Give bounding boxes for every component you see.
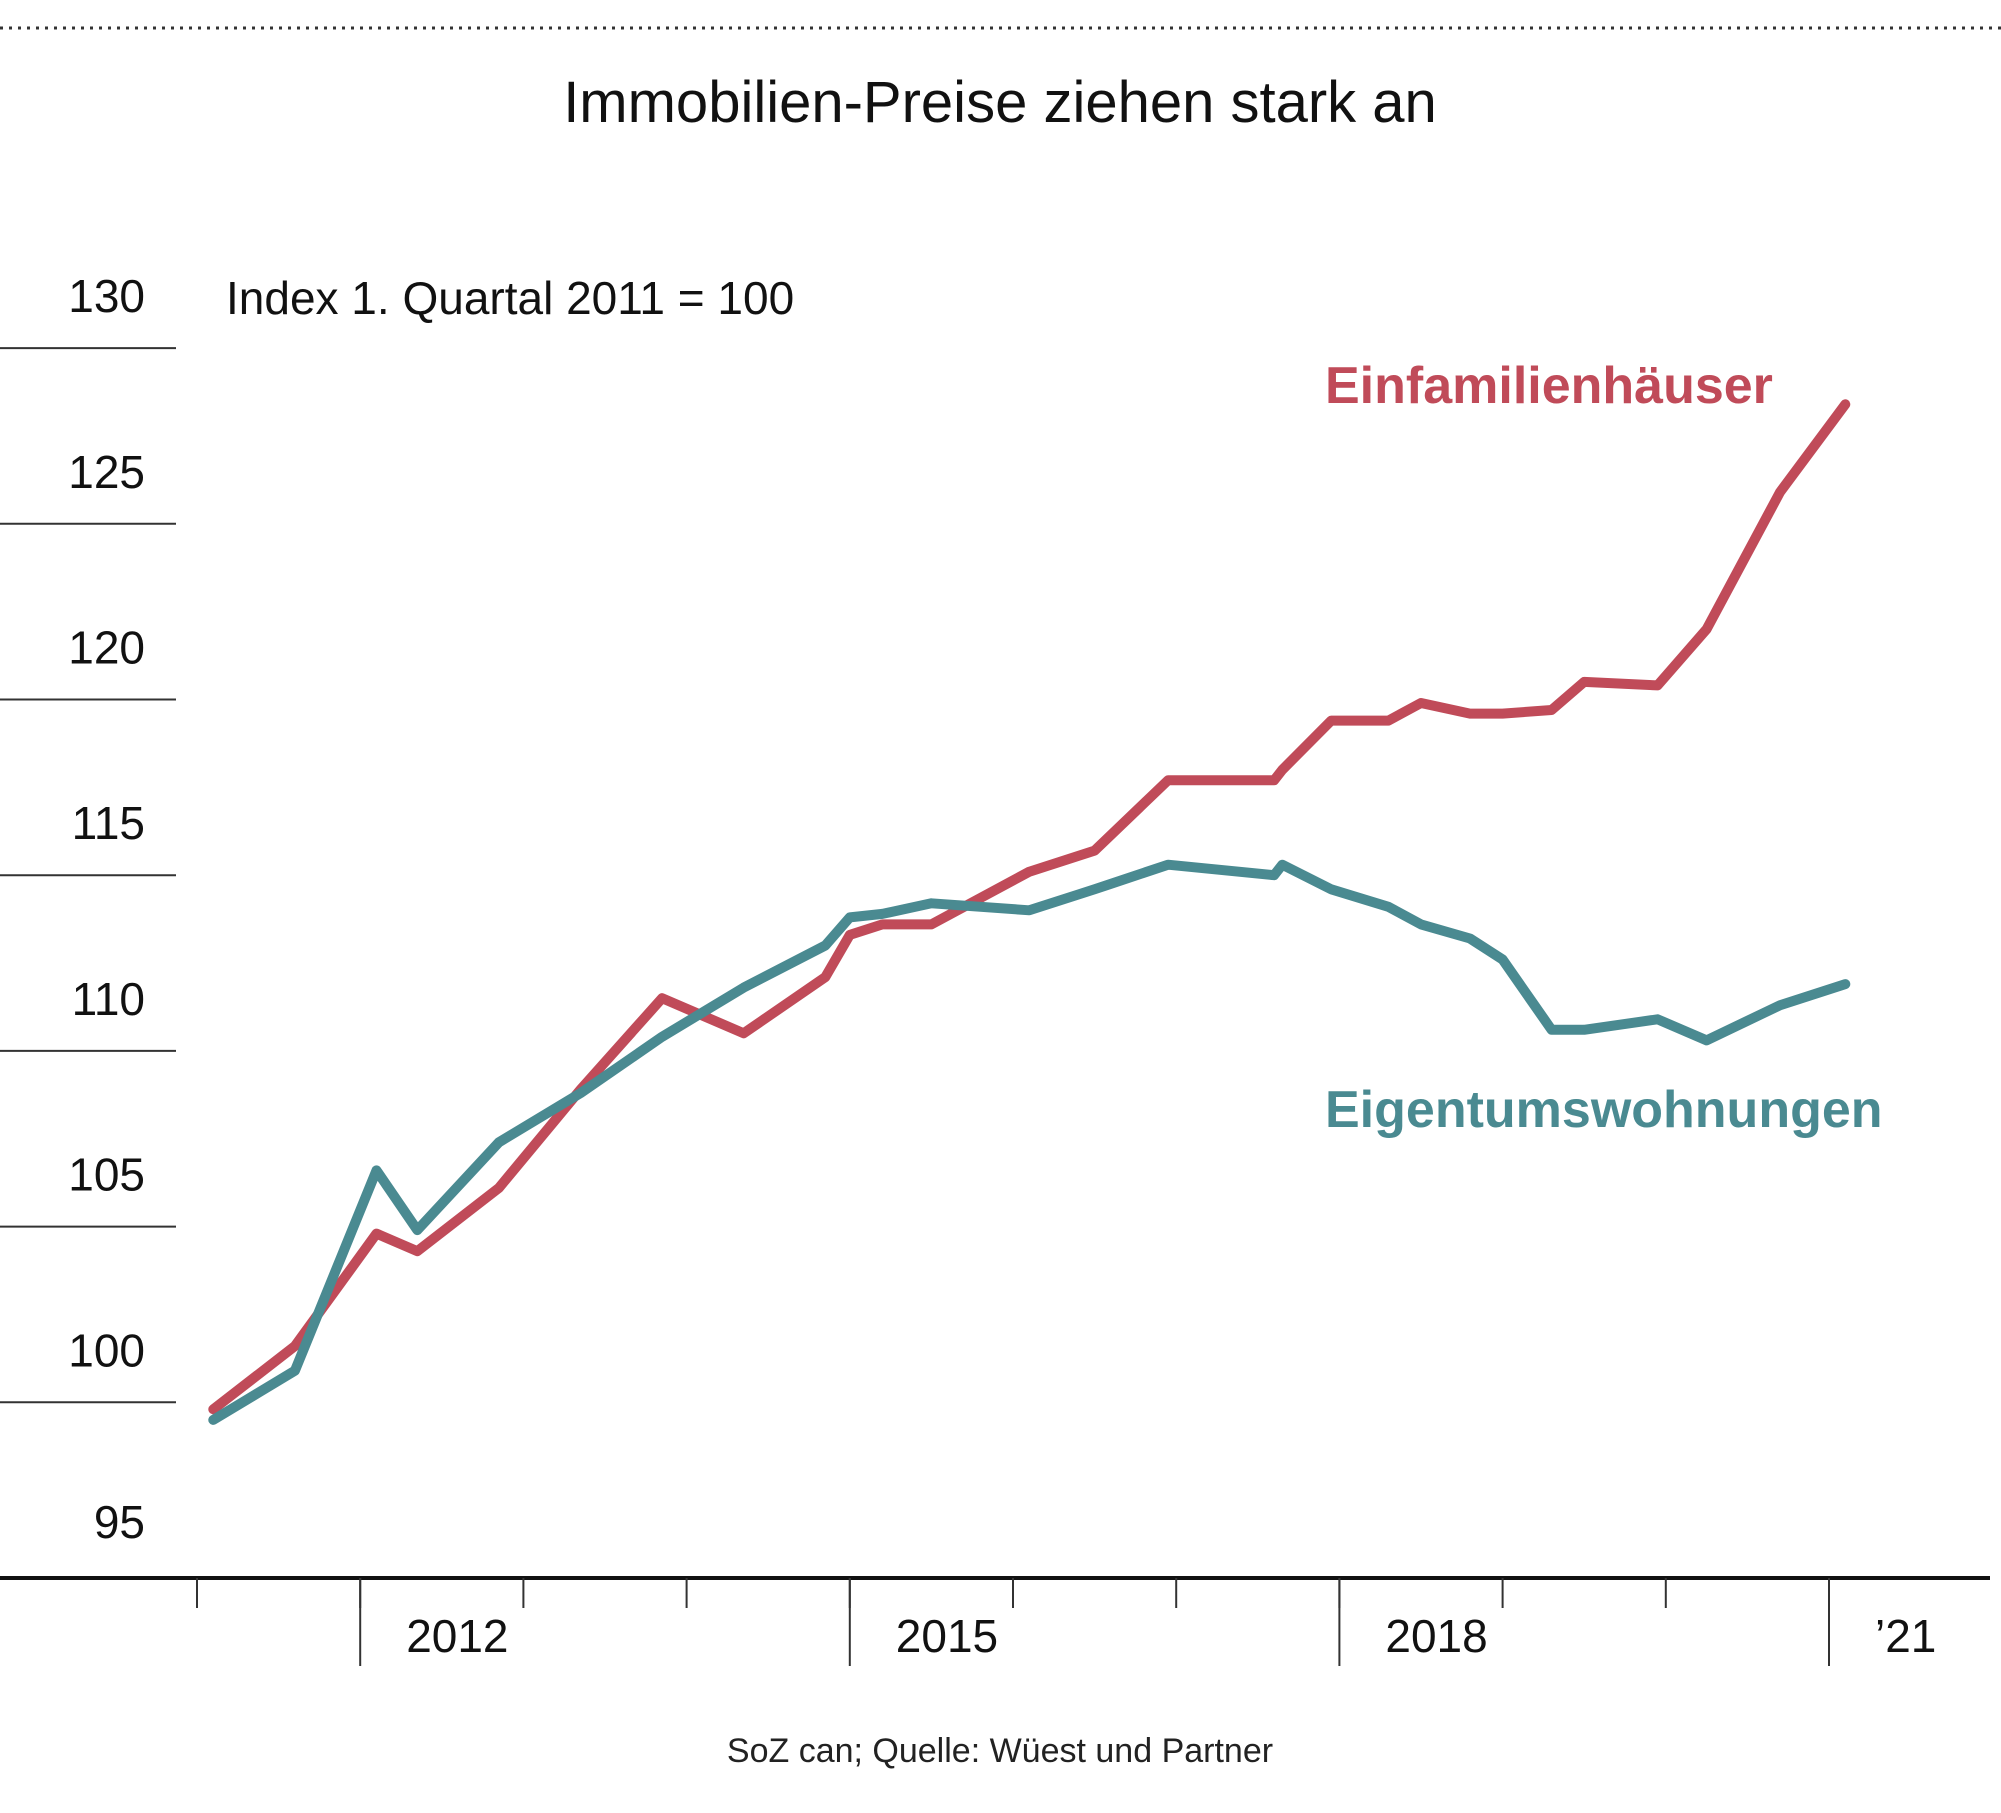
y-tick-label: 120 [68, 622, 145, 674]
y-tick-label: 105 [68, 1149, 145, 1201]
series-label-einfamilienhaeuser: Einfamilienhäuser [1325, 357, 1773, 415]
x-axis: 2012 2015 2018 ’21 [0, 1576, 1990, 1666]
y-tick-label: 95 [94, 1496, 145, 1548]
y-tick-label: 125 [68, 446, 145, 498]
x-tick-label: ’21 [1875, 1610, 1936, 1662]
x-tick-label: 2015 [896, 1610, 998, 1662]
y-tick-label: 100 [68, 1324, 145, 1376]
series-line-einfamilienhaeuser [208, 399, 1851, 1415]
y-tick-label: 130 [68, 270, 145, 322]
series-label-eigentumswohnungen: Eigentumswohnungen [1325, 1081, 1883, 1139]
y-tick-label: 110 [72, 973, 145, 1025]
chart-subtitle: Index 1. Quartal 2011 = 100 [226, 272, 794, 324]
x-tick-label: 2018 [1385, 1610, 1487, 1662]
chart-title: Immobilien-Preise ziehen stark an [563, 70, 1437, 135]
source-note: SoZ can; Quelle: Wüest und Partner [727, 1732, 1273, 1770]
y-axis: 95 100 105 110 115 120 125 130 [0, 270, 176, 1548]
x-tick-label: 2012 [406, 1610, 508, 1662]
series-line-eigentumswohnungen [208, 859, 1851, 1425]
series-layer [208, 399, 1851, 1425]
y-tick-label: 115 [72, 797, 145, 849]
